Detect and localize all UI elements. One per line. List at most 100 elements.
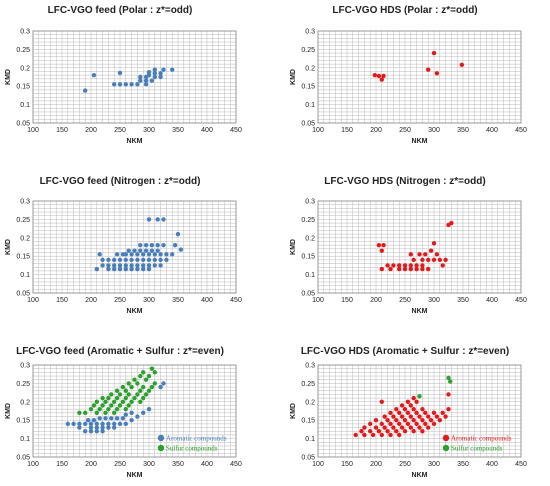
data-point [146, 257, 152, 263]
data-point [103, 399, 108, 404]
data-point [379, 248, 384, 253]
data-point [103, 416, 108, 421]
data-point [414, 421, 419, 427]
x-tick-label: 100 [27, 461, 39, 468]
chart-title: LFC-VGO feed (Polar : z*=odd) [48, 5, 193, 16]
data-point [426, 414, 431, 419]
data-point [426, 257, 431, 263]
data-point [408, 425, 413, 430]
x-tick-label: 200 [370, 127, 382, 134]
data-point [149, 366, 155, 371]
x-tick-label: 250 [399, 297, 411, 304]
data-point [414, 399, 419, 404]
data-point [149, 384, 155, 390]
data-point [440, 263, 445, 268]
data-point [109, 392, 114, 397]
data-point [88, 406, 94, 412]
x-tick-label: 250 [114, 461, 126, 468]
y-tick-label: 0.25 [301, 381, 315, 388]
data-point [71, 421, 76, 427]
y-tick-label: 0.25 [301, 217, 315, 224]
data-point [370, 432, 376, 438]
data-point [408, 266, 413, 272]
plot-frame [32, 200, 237, 294]
data-point [161, 242, 166, 248]
y-tick-label: 0.05 [301, 121, 315, 128]
data-point [152, 74, 157, 80]
data-point [143, 248, 149, 253]
data-point [103, 410, 108, 416]
data-point [408, 414, 413, 419]
data-point [417, 414, 422, 419]
data-point [106, 421, 111, 427]
data-point [372, 72, 378, 78]
data-point [440, 410, 445, 416]
x-tick-label: 350 [172, 297, 184, 304]
x-tick-label: 400 [486, 297, 498, 304]
data-point [437, 418, 442, 423]
data-point [100, 421, 105, 427]
data-point [132, 377, 137, 382]
y-tick-label: 0.15 [16, 84, 30, 91]
data-point [114, 416, 120, 421]
data-point [414, 410, 419, 416]
y-tick-label: 0.15 [301, 254, 315, 261]
y-axis-label: KMD [5, 239, 12, 255]
x-tick-label: 450 [230, 461, 242, 468]
data-point [123, 388, 128, 393]
x-tick-label: 150 [56, 461, 68, 468]
data-point [135, 392, 140, 397]
data-point [146, 217, 152, 222]
data-point [158, 71, 163, 76]
data-point [381, 73, 386, 79]
data-point [376, 73, 382, 79]
data-point [123, 263, 128, 268]
x-tick-label: 300 [143, 127, 155, 134]
data-point [129, 82, 134, 87]
legend-marker [157, 444, 165, 452]
x-tick-label: 150 [341, 461, 353, 468]
data-point [152, 370, 157, 375]
chart-title: LFC-VGO HDS (Nitrogen : z*=odd) [324, 176, 485, 187]
data-point [379, 266, 384, 272]
data-point [135, 82, 140, 87]
data-point [158, 252, 163, 257]
plot-frame [32, 364, 237, 458]
data-point [106, 425, 111, 430]
x-tick-label: 450 [230, 297, 242, 304]
data-point [368, 429, 373, 434]
data-point [135, 257, 140, 263]
data-point [120, 399, 126, 404]
data-point [175, 231, 181, 237]
data-point [112, 399, 117, 404]
data-point [129, 263, 134, 268]
data-point [120, 416, 126, 421]
data-point [138, 388, 143, 393]
x-tick-label: 300 [428, 461, 440, 468]
data-point [417, 394, 422, 399]
data-point [114, 388, 120, 393]
data-point [152, 67, 157, 72]
data-point [394, 429, 399, 434]
data-point [135, 263, 140, 268]
data-point [141, 252, 146, 257]
data-point [172, 242, 178, 248]
series-1 [83, 67, 175, 93]
data-point [397, 263, 402, 268]
data-point [376, 429, 382, 434]
data-point [402, 406, 408, 412]
data-point [112, 257, 117, 263]
data-point [117, 257, 123, 263]
data-point [88, 425, 94, 430]
data-point [109, 403, 114, 408]
data-point [135, 252, 140, 257]
y-tick-label: 0.25 [301, 47, 315, 54]
data-point [123, 412, 128, 417]
data-point [397, 266, 402, 272]
data-point [161, 67, 166, 72]
data-point [112, 425, 117, 430]
x-tick-label: 450 [515, 297, 527, 304]
data-point [132, 248, 137, 253]
data-point [141, 370, 146, 375]
